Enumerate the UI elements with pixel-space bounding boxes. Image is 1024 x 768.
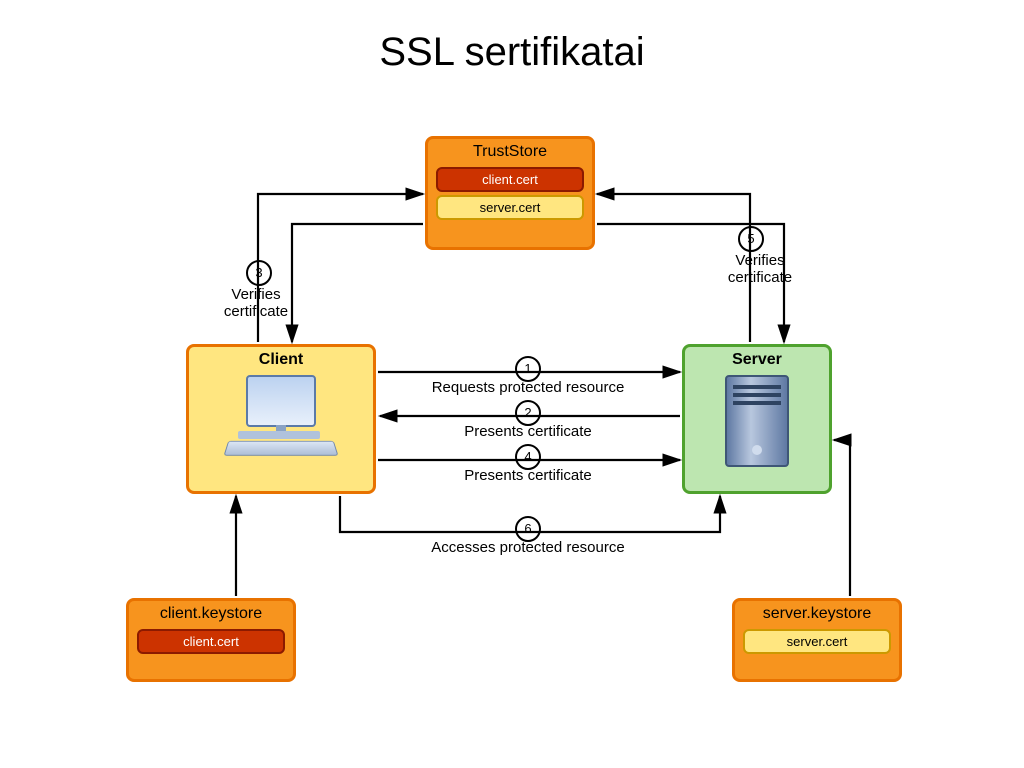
step-3-badge: 3 xyxy=(246,260,272,286)
truststore-client-cert: client.cert xyxy=(436,167,584,192)
server-box: Server xyxy=(682,344,832,494)
client-box: Client xyxy=(186,344,376,494)
client-keystore-box: client.keystore client.cert xyxy=(126,598,296,682)
truststore-title: TrustStore xyxy=(428,143,592,161)
step-5-badge: 5 xyxy=(738,226,764,252)
step-3-label: Verifies certificate xyxy=(196,286,316,320)
server-icon xyxy=(725,375,789,467)
step-4-label: Presents certificate xyxy=(398,467,658,484)
step-2-label: Presents certificate xyxy=(398,423,658,440)
server-keystore-box: server.keystore server.cert xyxy=(732,598,902,682)
client-title: Client xyxy=(189,351,373,369)
client-keystore-title: client.keystore xyxy=(129,605,293,623)
server-keystore-cert: server.cert xyxy=(743,629,891,654)
step-6-label: Accesses protected resource xyxy=(398,539,658,556)
client-keystore-cert: client.cert xyxy=(137,629,285,654)
page-title: SSL sertifikatai xyxy=(0,30,1024,75)
step-1-label: Requests protected resource xyxy=(398,379,658,396)
server-keystore-title: server.keystore xyxy=(735,605,899,623)
server-title: Server xyxy=(685,351,829,369)
truststore-server-cert: server.cert xyxy=(436,195,584,220)
computer-icon xyxy=(226,375,336,455)
step-5-label: Verifies certificate xyxy=(700,252,820,286)
truststore-box: TrustStore client.cert server.cert xyxy=(425,136,595,250)
